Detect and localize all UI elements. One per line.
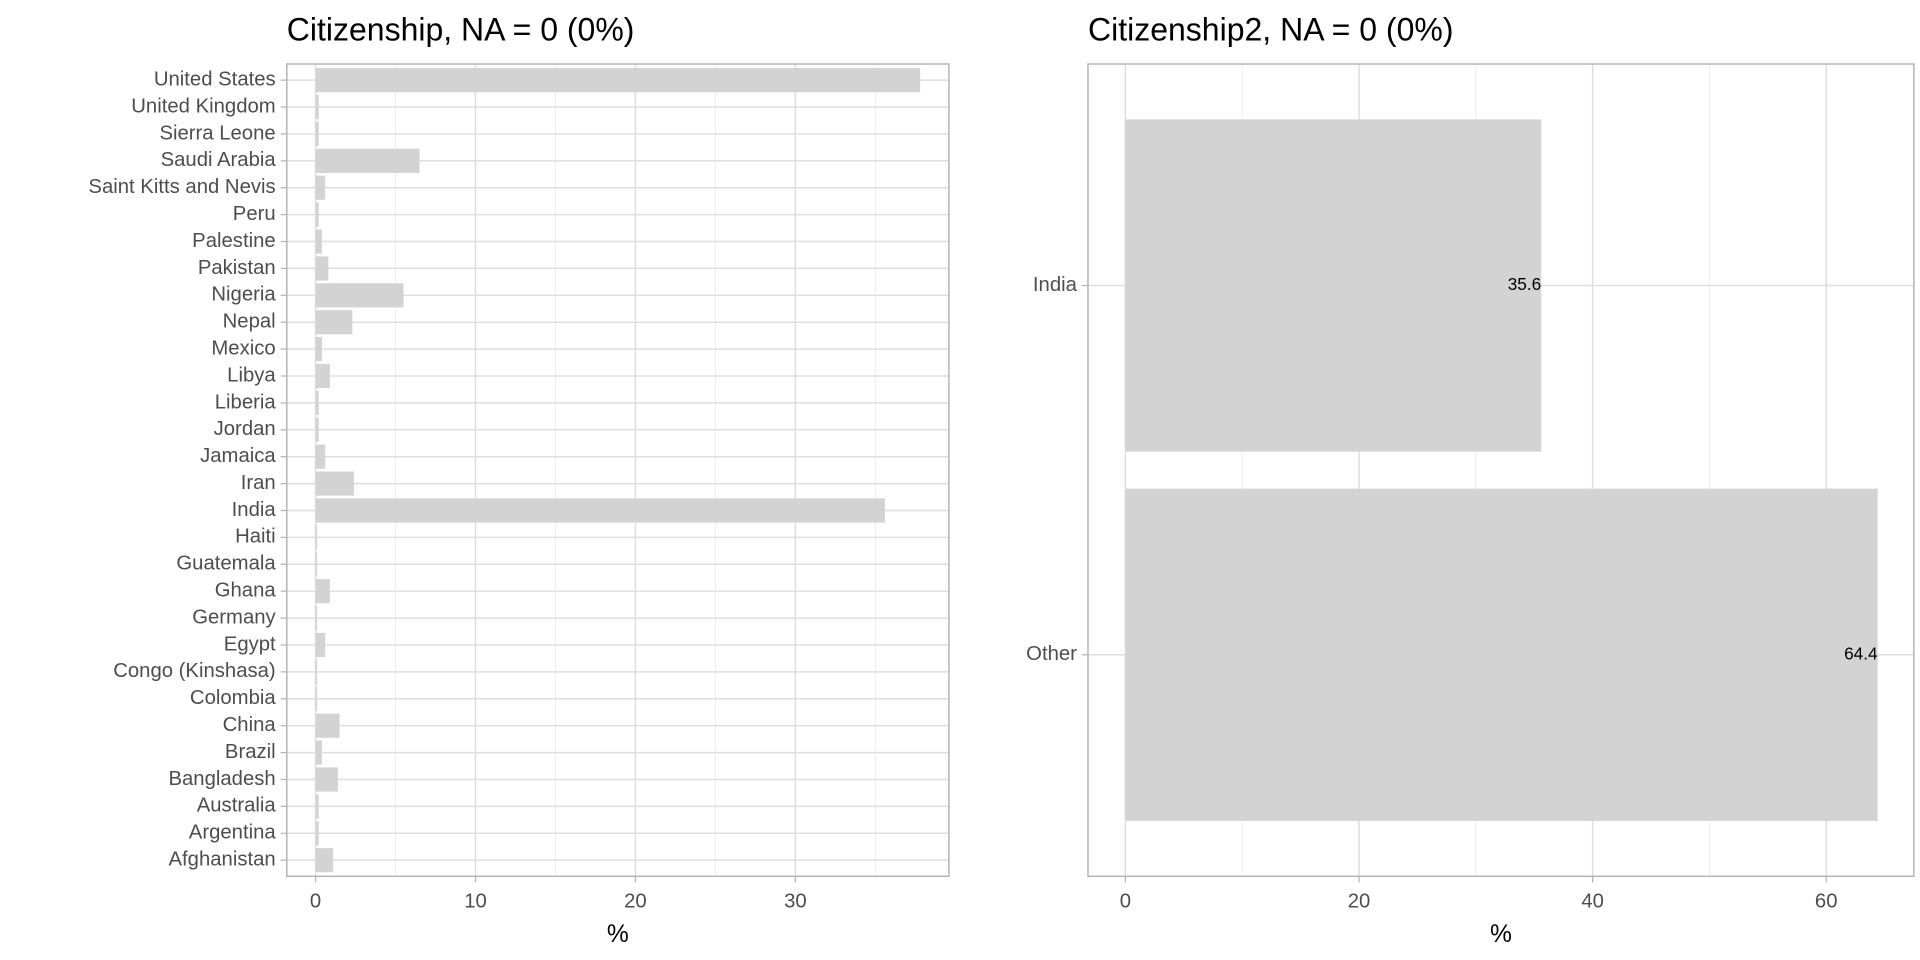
y-tick-label: Guatemala bbox=[176, 553, 276, 575]
bar bbox=[315, 310, 353, 335]
bar bbox=[1125, 488, 1878, 821]
bar bbox=[315, 256, 329, 281]
y-tick-label: Congo (Kinshasa) bbox=[113, 660, 275, 682]
bar bbox=[1125, 119, 1542, 452]
bar bbox=[315, 552, 318, 577]
value-label: 64.4 bbox=[1844, 643, 1878, 663]
y-tick-label: Colombia bbox=[190, 687, 276, 709]
y-tick-label: Egypt bbox=[224, 633, 276, 655]
y-tick-label: Liberia bbox=[215, 391, 277, 413]
y-tick-label: China bbox=[223, 714, 277, 736]
x-tick-label: 20 bbox=[624, 891, 647, 913]
y-tick-label: Pakistan bbox=[198, 257, 276, 279]
y-tick-label: India bbox=[1033, 274, 1078, 296]
x-tick-label: 40 bbox=[1581, 891, 1604, 913]
y-tick-label: Brazil bbox=[225, 741, 276, 763]
panel-border bbox=[1087, 63, 1915, 878]
y-tick-label: Jamaica bbox=[200, 445, 276, 467]
bar bbox=[315, 498, 885, 523]
y-tick-label: Mexico bbox=[211, 337, 275, 359]
value-label: 35.6 bbox=[1508, 274, 1542, 294]
bar bbox=[315, 363, 330, 389]
y-tick-label: India bbox=[232, 499, 277, 521]
y-tick-label: Nigeria bbox=[211, 284, 276, 306]
bar bbox=[315, 148, 420, 173]
bar bbox=[315, 848, 334, 873]
x-tick-label: 0 bbox=[1120, 891, 1131, 913]
panel-border bbox=[286, 63, 950, 878]
x-axis-title: % bbox=[1490, 921, 1512, 948]
chart-title: Citizenship, NA = 0 (0%) bbox=[287, 12, 635, 48]
bar bbox=[315, 229, 322, 254]
bar bbox=[315, 740, 322, 765]
bar bbox=[315, 417, 319, 442]
y-tick-label: Saint Kitts and Nevis bbox=[88, 176, 275, 198]
y-tick-label: Other bbox=[1026, 643, 1077, 665]
bar bbox=[315, 794, 319, 819]
y-tick-label: Peru bbox=[233, 203, 276, 225]
y-tick-label: Ghana bbox=[215, 580, 277, 602]
bar bbox=[315, 121, 319, 147]
bar bbox=[315, 94, 319, 120]
bar bbox=[315, 337, 322, 362]
y-tick-label: Saudi Arabia bbox=[161, 149, 277, 171]
bar bbox=[315, 283, 404, 308]
y-tick-label: Iran bbox=[241, 472, 276, 494]
bar bbox=[315, 579, 330, 604]
bar bbox=[315, 175, 326, 200]
bar bbox=[315, 525, 318, 550]
y-tick-label: Afghanistan bbox=[168, 849, 275, 871]
y-tick-label: Australia bbox=[197, 795, 277, 817]
y-tick-label: United States bbox=[154, 68, 276, 90]
y-tick-label: Palestine bbox=[192, 230, 276, 252]
bar bbox=[315, 202, 319, 227]
y-tick-label: Jordan bbox=[214, 418, 276, 440]
bar bbox=[315, 686, 318, 711]
y-tick-label: Bangladesh bbox=[168, 768, 275, 790]
x-tick-label: 0 bbox=[310, 891, 321, 913]
y-tick-label: Argentina bbox=[189, 822, 277, 844]
y-tick-label: Libya bbox=[227, 364, 276, 386]
x-tick-label: 60 bbox=[1815, 891, 1838, 913]
bar bbox=[315, 68, 921, 93]
bar bbox=[315, 659, 318, 684]
x-tick-label: 30 bbox=[784, 891, 807, 913]
x-tick-label: 20 bbox=[1348, 891, 1371, 913]
chart-title: Citizenship2, NA = 0 (0%) bbox=[1088, 12, 1454, 48]
bar bbox=[315, 632, 326, 658]
y-tick-label: Nepal bbox=[223, 311, 276, 333]
bar bbox=[315, 444, 326, 469]
x-tick-label: 10 bbox=[464, 891, 487, 913]
y-tick-label: Germany bbox=[192, 606, 276, 628]
y-tick-label: Sierra Leone bbox=[159, 122, 275, 144]
y-tick-label: Haiti bbox=[235, 526, 276, 548]
y-tick-label: United Kingdom bbox=[131, 95, 275, 117]
bar bbox=[315, 471, 354, 496]
bar bbox=[315, 390, 319, 416]
bar bbox=[315, 713, 340, 738]
bar bbox=[315, 605, 318, 631]
x-axis-title: % bbox=[607, 921, 629, 948]
bar bbox=[315, 821, 319, 846]
panel-background bbox=[286, 64, 949, 877]
bar bbox=[315, 767, 338, 792]
